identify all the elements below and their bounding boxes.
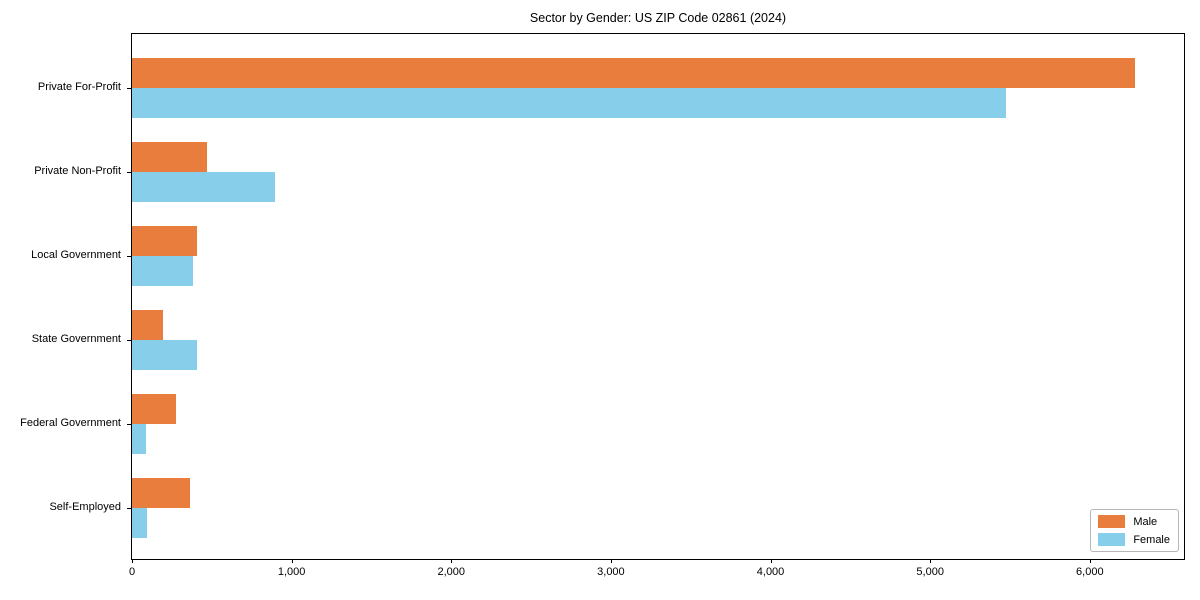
bar-female (132, 256, 193, 286)
bar-male (132, 58, 1135, 88)
x-tick-mark (132, 559, 133, 563)
y-tick-mark (127, 508, 131, 509)
plot-area: Male Female 0 1,000 2,000 3,000 4,000 5,000 6,0… (127, 33, 1185, 578)
legend-item-female: Female (1098, 533, 1170, 546)
bar-female (132, 424, 146, 454)
bar-male (132, 226, 198, 256)
bar-group-private-for-profit (132, 46, 1184, 130)
legend-label: Male (1133, 515, 1158, 528)
y-axis-label: Local Government (31, 249, 121, 261)
y-axis-label: Self-Employed (49, 501, 121, 513)
x-tick-mark (770, 559, 772, 563)
y-tick-mark (127, 340, 131, 341)
bar-group-federal-government (132, 382, 1184, 466)
bar-female (132, 508, 148, 538)
chart-title: Sector by Gender: US ZIP Code 02861 (202… (529, 11, 787, 25)
bar-male (132, 478, 191, 508)
y-tick-mark (127, 424, 131, 425)
legend-label: Female (1133, 533, 1170, 546)
y-axis-label: Federal Government (20, 417, 121, 429)
x-tick-label: 3,000 (597, 566, 625, 578)
x-tick-mark (610, 559, 612, 563)
legend-item-male: Male (1098, 515, 1170, 528)
x-tick-mark (291, 559, 293, 563)
legend-swatch-male (1098, 515, 1126, 528)
bar-group-state-government (132, 298, 1184, 382)
bar-group-private-non-profit (132, 130, 1184, 214)
x-tick-label: 6,000 (1076, 566, 1104, 578)
bar-male (132, 310, 164, 340)
x-tick-label: 0 (128, 566, 136, 578)
bar-female (132, 172, 275, 202)
y-tick-mark (127, 256, 131, 257)
x-tick-label: 2,000 (437, 566, 466, 578)
x-tick-mark (451, 559, 453, 563)
bar-female (132, 88, 1006, 118)
legend: Male Female (1090, 509, 1179, 552)
bar-female (132, 340, 197, 370)
x-tick-label: 4,000 (756, 566, 785, 578)
bar-male (132, 142, 208, 172)
y-tick-mark (127, 172, 131, 173)
x-tick-label: 1,000 (277, 566, 306, 578)
y-axis-label: Private For-Profit (37, 81, 121, 93)
bar-group-self-employed (132, 466, 1184, 550)
x-tick-label: 5,000 (916, 566, 944, 578)
legend-swatch-female (1098, 533, 1126, 546)
y-axis-label: State Government (31, 333, 121, 345)
y-axis-label: Private Non-Profit (34, 165, 121, 177)
bar-group-local-government (132, 214, 1184, 298)
x-tick-mark (1089, 559, 1091, 563)
y-tick-mark (127, 88, 131, 89)
bar-male (132, 394, 176, 424)
x-tick-mark (930, 559, 932, 563)
